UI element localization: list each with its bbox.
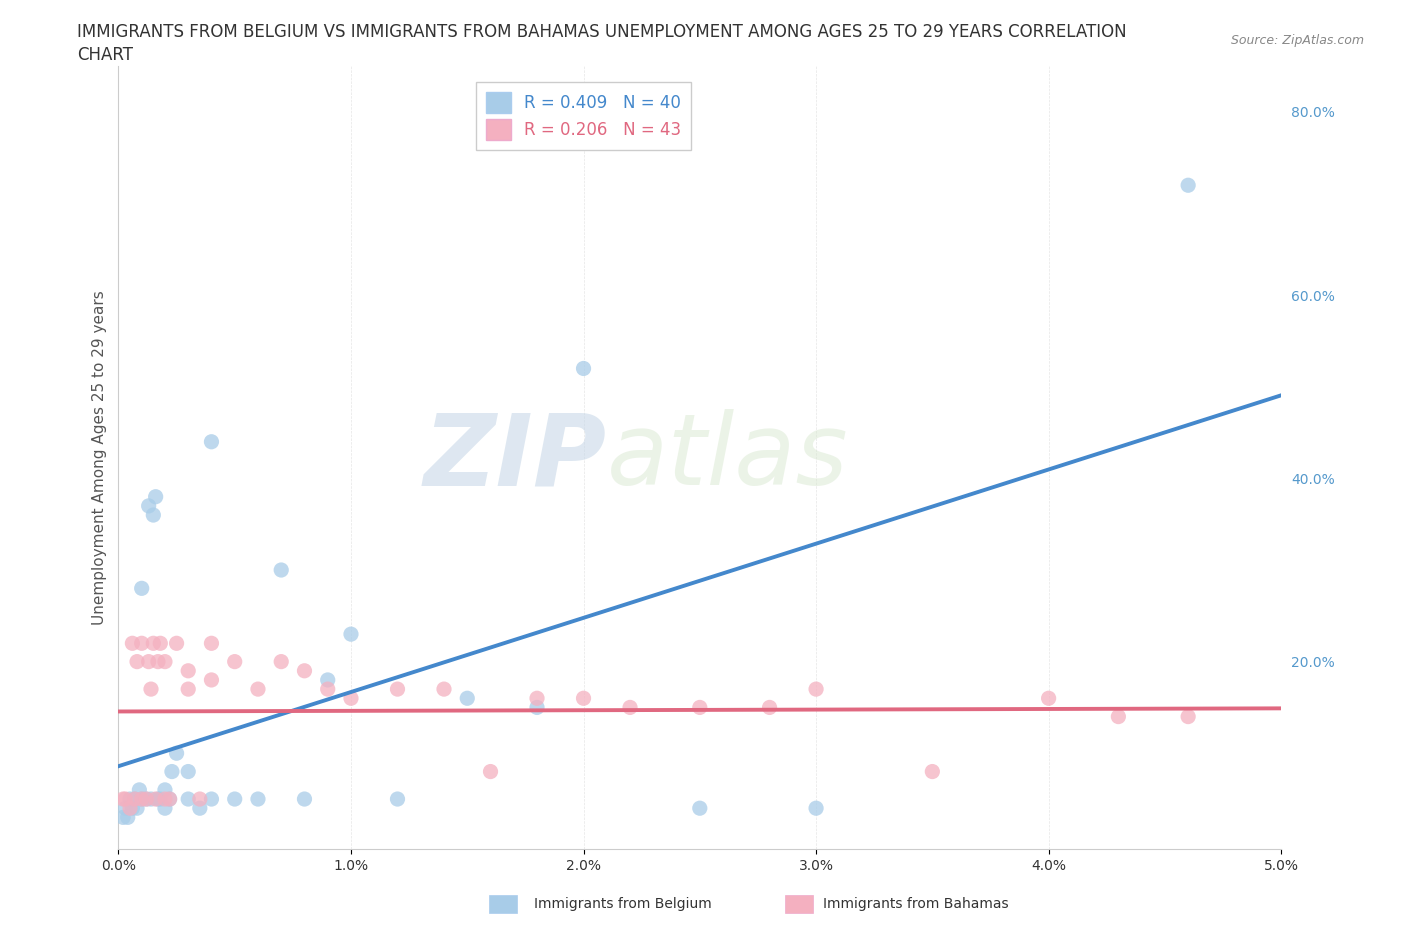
- Point: [131, 791, 153, 806]
- Point: [146, 791, 169, 806]
- Text: atlas: atlas: [607, 409, 848, 506]
- Point: [160, 764, 183, 779]
- Point: [131, 581, 153, 596]
- Point: [135, 791, 157, 806]
- Point: [572, 691, 595, 706]
- Point: [387, 791, 409, 806]
- Point: [340, 627, 363, 642]
- Point: [526, 691, 548, 706]
- Point: [153, 782, 176, 797]
- Point: [124, 791, 146, 806]
- Text: CHART: CHART: [77, 46, 134, 64]
- Point: [166, 636, 188, 651]
- Point: [177, 682, 200, 697]
- Point: [121, 636, 143, 651]
- Point: [149, 636, 172, 651]
- Point: [131, 636, 153, 651]
- Point: [294, 663, 316, 678]
- Point: [456, 691, 478, 706]
- Point: [200, 434, 222, 449]
- Point: [316, 672, 339, 687]
- Point: [139, 682, 162, 697]
- Point: [572, 361, 595, 376]
- Point: [340, 691, 363, 706]
- Point: [1177, 710, 1199, 724]
- Point: [246, 791, 269, 806]
- Point: [433, 682, 456, 697]
- Point: [270, 654, 292, 669]
- Point: [188, 801, 211, 816]
- Point: [114, 791, 136, 806]
- Point: [138, 498, 160, 513]
- Point: [125, 801, 148, 816]
- Point: [1038, 691, 1060, 706]
- Point: [804, 801, 827, 816]
- Point: [139, 791, 162, 806]
- Point: [1177, 178, 1199, 193]
- Point: [159, 791, 181, 806]
- Point: [804, 682, 827, 697]
- Point: [138, 654, 160, 669]
- Point: [758, 700, 780, 715]
- Point: [112, 810, 135, 825]
- Point: [224, 791, 246, 806]
- Point: [146, 654, 169, 669]
- Point: [200, 636, 222, 651]
- Text: Source: ZipAtlas.com: Source: ZipAtlas.com: [1230, 34, 1364, 47]
- Point: [128, 782, 150, 797]
- Point: [200, 672, 222, 687]
- Point: [177, 791, 200, 806]
- Point: [153, 791, 176, 806]
- Text: Immigrants from Belgium: Immigrants from Belgium: [534, 897, 711, 911]
- Point: [131, 791, 153, 806]
- Point: [142, 636, 165, 651]
- Point: [145, 791, 167, 806]
- Point: [689, 700, 711, 715]
- Point: [153, 654, 176, 669]
- Text: ZIP: ZIP: [423, 409, 607, 506]
- Point: [387, 682, 409, 697]
- Point: [153, 801, 176, 816]
- Text: IMMIGRANTS FROM BELGIUM VS IMMIGRANTS FROM BAHAMAS UNEMPLOYMENT AMONG AGES 25 TO: IMMIGRANTS FROM BELGIUM VS IMMIGRANTS FR…: [77, 23, 1128, 41]
- Point: [117, 810, 139, 825]
- Point: [145, 489, 167, 504]
- Point: [1107, 710, 1129, 724]
- Point: [526, 700, 548, 715]
- Text: Immigrants from Bahamas: Immigrants from Bahamas: [823, 897, 1008, 911]
- Point: [479, 764, 502, 779]
- Y-axis label: Unemployment Among Ages 25 to 29 years: Unemployment Among Ages 25 to 29 years: [93, 290, 107, 625]
- Point: [246, 682, 269, 697]
- Point: [121, 801, 143, 816]
- Point: [619, 700, 641, 715]
- Point: [149, 791, 172, 806]
- Point: [200, 791, 222, 806]
- Point: [114, 801, 136, 816]
- Point: [135, 791, 157, 806]
- Point: [270, 563, 292, 578]
- Point: [177, 764, 200, 779]
- Point: [166, 746, 188, 761]
- Point: [921, 764, 943, 779]
- Point: [316, 682, 339, 697]
- Point: [188, 791, 211, 806]
- Point: [294, 791, 316, 806]
- Point: [120, 801, 142, 816]
- Point: [125, 654, 148, 669]
- Point: [177, 663, 200, 678]
- Point: [120, 791, 142, 806]
- Point: [112, 791, 135, 806]
- Point: [142, 508, 165, 523]
- Point: [689, 801, 711, 816]
- Point: [124, 791, 146, 806]
- Point: [159, 791, 181, 806]
- Legend: R = 0.409   N = 40, R = 0.206   N = 43: R = 0.409 N = 40, R = 0.206 N = 43: [475, 83, 692, 150]
- Point: [224, 654, 246, 669]
